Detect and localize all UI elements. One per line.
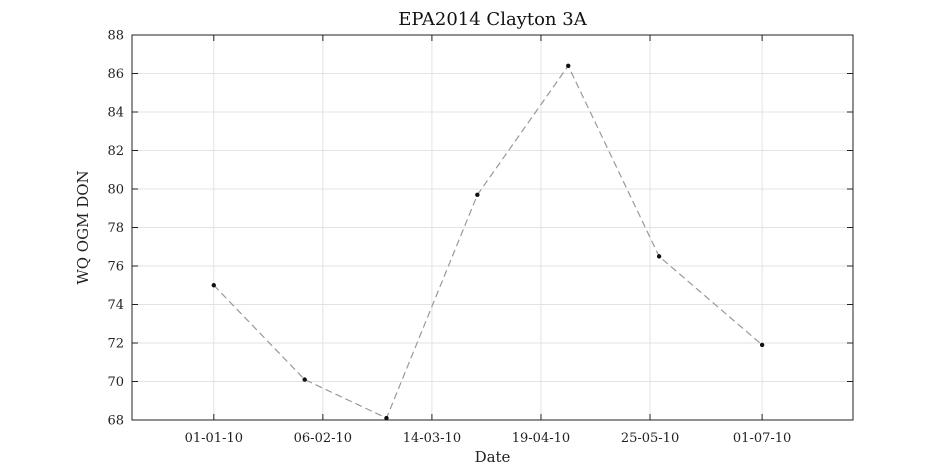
x-tick-label: 01-07-10 (733, 431, 791, 446)
series-line (213, 64, 763, 419)
series-layer (211, 63, 765, 421)
x-tick-label: 25-05-10 (621, 431, 679, 446)
x-tick-label: 19-04-10 (512, 431, 570, 446)
y-tick-label: 72 (107, 337, 124, 352)
axis-ticks: 68 70 72 74 76 78 80 82 84 86 88 01-01-10 06-02-10 14… (107, 29, 853, 446)
y-tick-label: 76 (107, 260, 124, 275)
data-point (566, 63, 571, 68)
data-point (656, 254, 662, 259)
y-tick-label: 74 (107, 298, 124, 313)
x-tick-label: 01-01-10 (185, 431, 243, 446)
data-point (302, 377, 307, 382)
data-point (759, 342, 765, 348)
y-tick-label: 82 (107, 144, 124, 159)
y-tick-label: 86 (107, 67, 124, 82)
data-point (211, 283, 216, 288)
x-tick-label: 14-03-10 (403, 431, 461, 446)
chart-title: EPA2014 Clayton 3A (398, 9, 587, 30)
y-tick-label: 84 (107, 106, 124, 121)
y-tick-label: 70 (107, 375, 124, 390)
x-tick-label: 06-02-10 (294, 431, 352, 446)
data-point (384, 415, 389, 421)
data-point (475, 192, 480, 197)
y-axis-label: WQ OGM DON (74, 170, 92, 284)
y-tick-label: 68 (107, 414, 124, 429)
x-axis-label: Date (475, 448, 511, 466)
grid-lines (132, 35, 853, 420)
y-tick-label: 88 (107, 29, 124, 44)
y-tick-label: 80 (107, 183, 124, 198)
y-tick-label: 78 (107, 221, 124, 236)
